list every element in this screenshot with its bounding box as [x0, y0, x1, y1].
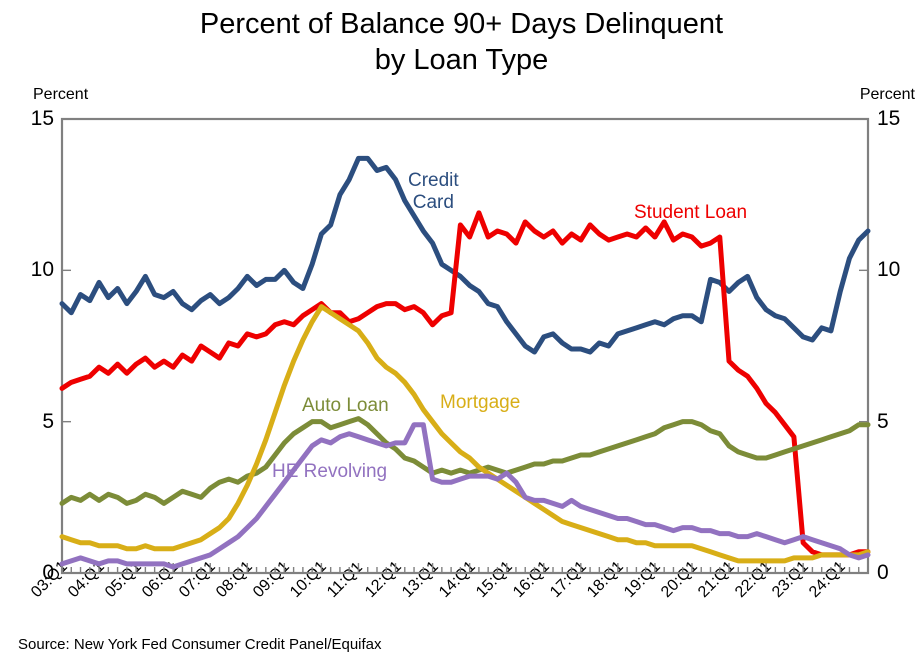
y-tick-5-right: 5	[877, 409, 889, 433]
series-line-mortgage	[59, 304, 871, 564]
series-label-credit-card: Credit Card	[408, 170, 459, 214]
chart-title: Percent of Balance 90+ Days Delinquent b…	[0, 6, 923, 78]
chart-title-line-1: Percent of Balance 90+ Days Delinquent	[199, 8, 724, 40]
y-tick-10-right: 10	[877, 258, 901, 282]
y-tick-10-left: 10	[30, 258, 54, 282]
series-label-credit-card-line-1: Credit	[408, 170, 459, 191]
series-line-student-loan	[59, 210, 871, 558]
series-line-auto-loan	[59, 416, 871, 506]
series-line-he-revolving	[59, 422, 871, 570]
y-tick-5-left: 5	[42, 409, 54, 433]
series-label-he-revolving: HE Revolving	[272, 461, 388, 482]
chart-title-line-2: by Loan Type	[374, 44, 549, 76]
y-tick-15-left: 15	[30, 107, 54, 130]
plot-border	[60, 117, 870, 575]
series-label-mortgage: Mortgage	[440, 392, 521, 413]
y-axis-unit-left: Percent	[33, 86, 89, 103]
series-line-credit-card	[59, 155, 871, 355]
y-tick-15-right: 15	[877, 107, 901, 130]
series-label-student-loan: Student Loan	[634, 202, 748, 223]
series-label-credit-card-line-2: Card	[412, 192, 454, 213]
y-tick-0-right: 0	[877, 561, 889, 584]
y-axis-unit-right: Percent	[859, 86, 915, 103]
y-tick-0-left: 0	[42, 561, 54, 584]
series-label-auto-loan: Auto Loan	[302, 395, 389, 416]
